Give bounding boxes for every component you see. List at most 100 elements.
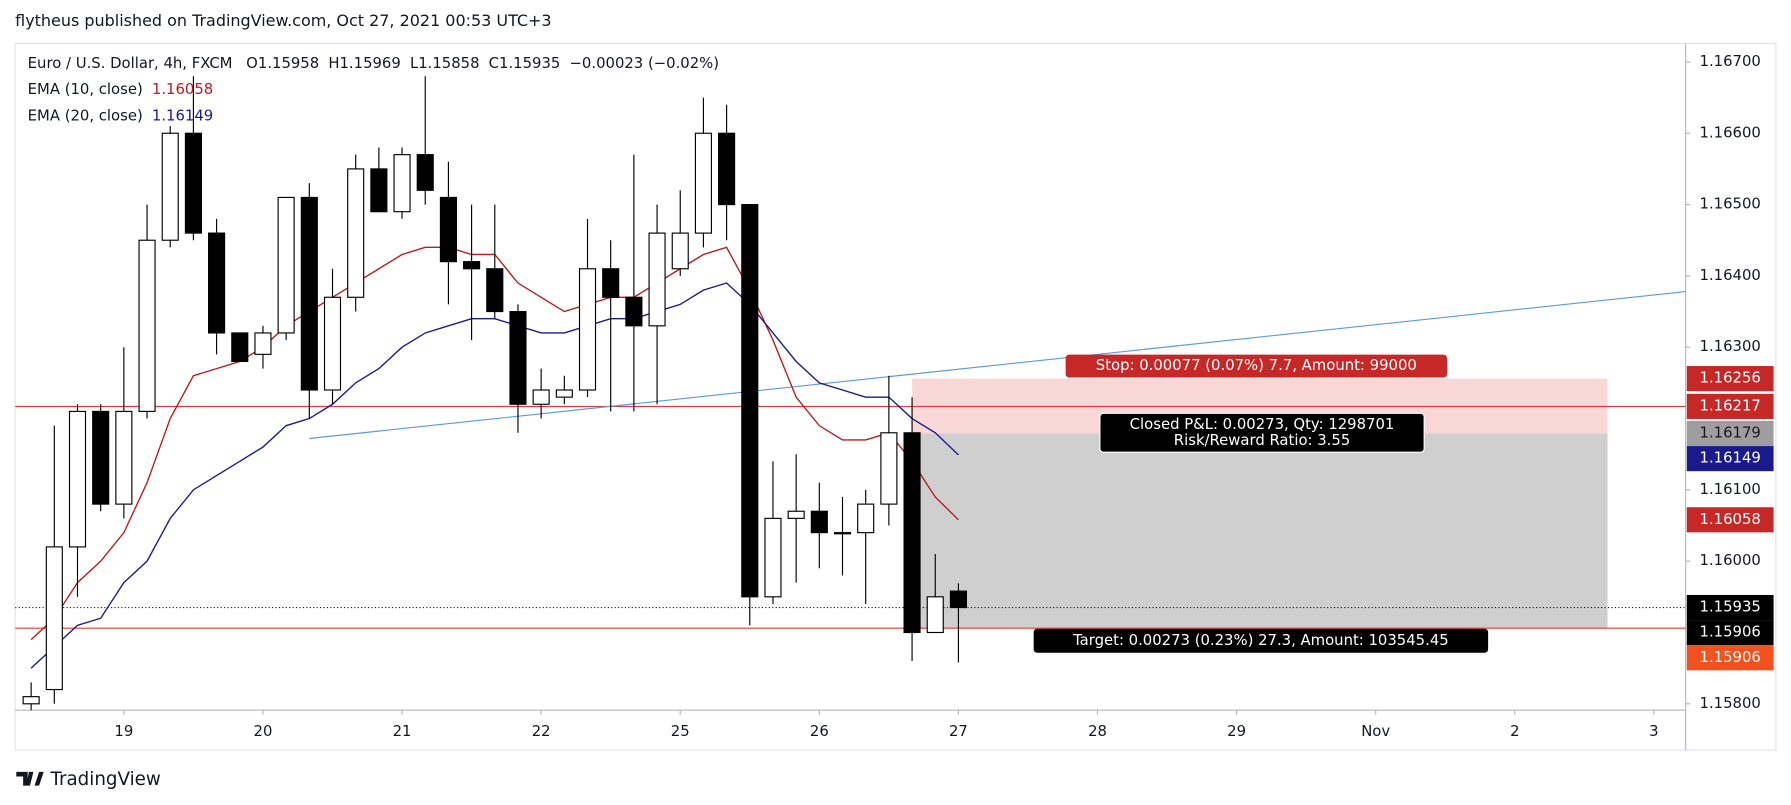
candle-body — [300, 196, 318, 391]
ema-legend: EMA (10, close) 1.16058 — [28, 81, 214, 98]
candle-body — [764, 517, 782, 598]
candle-body — [115, 410, 133, 505]
candle-body — [578, 268, 597, 391]
candle-body — [486, 268, 504, 313]
ohlc-key: L — [410, 55, 419, 72]
candle-body — [810, 510, 828, 534]
x-tick-label: 26 — [810, 723, 829, 740]
published: flytheus published on TradingView.com, O… — [15, 11, 551, 30]
frame — [14, 42, 1777, 751]
candle-body — [22, 696, 40, 705]
price-tag-label: 1.16058 — [1700, 511, 1761, 528]
price-tag — [1686, 620, 1774, 646]
price-tag — [1686, 446, 1774, 472]
y-tick-label: 1.16000 — [1700, 552, 1761, 569]
y-tick-label: 1.16600 — [1700, 124, 1761, 141]
y-tick-label: 1.16100 — [1700, 481, 1761, 498]
price-tag-label: 1.16256 — [1700, 370, 1761, 387]
x-tick-label: 2 — [1510, 723, 1519, 740]
ohlc-key: O — [246, 55, 258, 72]
candle-body — [671, 232, 689, 270]
price-tag-label: 1.15935 — [1700, 599, 1761, 616]
rr-label: Risk/Reward Ratio: 3.55 — [1174, 432, 1350, 449]
pnl-box — [1099, 412, 1425, 453]
candle-body — [833, 532, 852, 535]
candle-body — [184, 132, 202, 234]
x-tick-label: 22 — [532, 723, 551, 740]
ema-legend: EMA (20, close) 1.16149 — [28, 107, 214, 124]
ohlc-key: C — [489, 55, 499, 72]
candle-body — [277, 196, 295, 334]
candle-body — [254, 332, 272, 355]
price-tag — [1686, 420, 1774, 447]
price-tag-label: 1.15906 — [1700, 624, 1761, 641]
candle-body — [694, 132, 712, 234]
candle-body — [857, 503, 875, 534]
ohlc-value: 1.15969 — [339, 55, 400, 72]
y-tick-label: 1.16500 — [1700, 196, 1761, 213]
candle-body — [555, 389, 573, 398]
ohlc-key: H — [328, 55, 339, 72]
candle-body — [161, 132, 179, 241]
ema-value: 1.16058 — [152, 81, 213, 98]
x-tick-label: Nov — [1361, 723, 1390, 740]
candle-body — [347, 168, 365, 298]
brand: TradingView — [50, 769, 161, 790]
candle-body — [532, 389, 550, 405]
x-tick-label: 29 — [1227, 723, 1246, 740]
candle-body — [787, 510, 805, 519]
ema-name: EMA (10, close) — [28, 81, 143, 98]
x-tick-label: 25 — [671, 723, 690, 740]
candle-body — [393, 154, 411, 213]
price-tag-label: 1.15906 — [1700, 649, 1761, 666]
x-tick-label: 27 — [949, 723, 968, 740]
y-tick-label: 1.16400 — [1700, 267, 1761, 284]
price-tag — [1686, 645, 1774, 671]
candle-body — [138, 239, 156, 412]
ema-value: 1.16149 — [152, 107, 213, 124]
y-tick-label: 1.16300 — [1700, 338, 1761, 355]
x-tick-label: 20 — [254, 723, 273, 740]
price-tag-label: 1.16217 — [1700, 397, 1761, 414]
target-label: Target: 0.00273 (0.23%) 27.3, Amount: 10… — [1072, 632, 1449, 649]
candle-body — [741, 204, 759, 598]
pnl-label: Closed P&L: 0.00273, Qty: 1298701 — [1130, 416, 1395, 433]
target-zone — [912, 433, 1608, 629]
candle-body — [416, 154, 434, 191]
candle-body — [68, 410, 87, 548]
price-tag — [1686, 507, 1774, 533]
candle-body — [903, 432, 921, 634]
y-tick-label: 1.15800 — [1700, 695, 1761, 712]
candle-body — [439, 196, 457, 263]
price-tag-label: 1.16179 — [1700, 425, 1761, 442]
x-tick-label: 19 — [114, 723, 133, 740]
ema-name: EMA (20, close) — [28, 107, 143, 124]
candle-body — [625, 296, 643, 327]
candle-body — [92, 410, 110, 505]
symbol-legend: Euro / U.S. Dollar, 4h, FXCM O1.15958 H1.1… — [28, 55, 719, 72]
price-tag — [1686, 366, 1774, 392]
candle-body — [926, 596, 944, 634]
candle-body — [509, 310, 527, 405]
change: −0.00023 (−0.02%) — [570, 55, 720, 72]
candle-body — [370, 168, 388, 213]
candle-body — [463, 261, 481, 270]
candle-body — [648, 232, 666, 327]
x-tick-label: 3 — [1649, 723, 1658, 740]
stop-label: Stop: 0.00077 (0.07%) 7.7, Amount: 99000 — [1096, 357, 1417, 374]
candle-body — [602, 268, 620, 298]
price-tag — [1686, 393, 1774, 419]
ema-line — [30, 282, 959, 669]
overlay: Stop: 0.00077 (0.07%) 7.7, Amount: 99000… — [1033, 354, 1774, 671]
symbol: Euro / U.S. Dollar, 4h, FXCM — [28, 55, 233, 72]
ohlc-value: 1.15858 — [418, 55, 479, 72]
ohlc-value: 1.15935 — [499, 55, 560, 72]
price-tag-label: 1.16149 — [1700, 450, 1761, 467]
candle-body — [231, 332, 249, 363]
plot — [15, 76, 1686, 711]
x-tick-label: 21 — [393, 723, 412, 740]
price-tag — [1686, 594, 1774, 621]
x-tick-label: 28 — [1088, 723, 1107, 740]
candle-body — [949, 590, 967, 609]
